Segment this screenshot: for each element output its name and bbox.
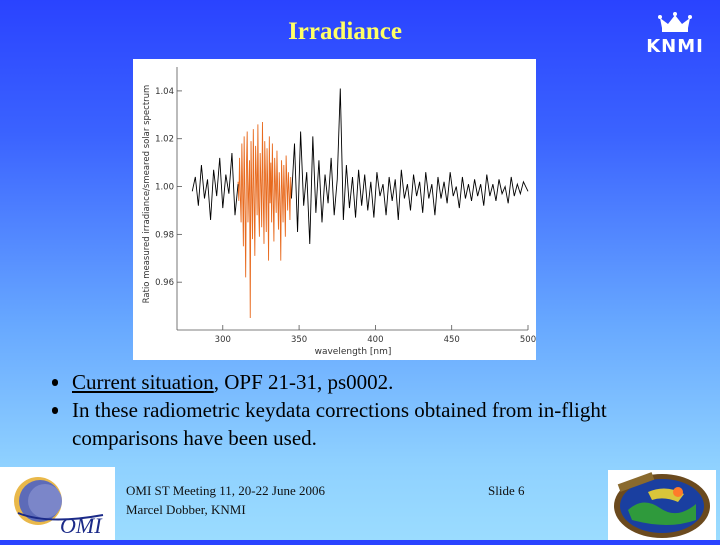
x-tick-label: 500 [520, 335, 536, 345]
eos-aura-emblem-icon [614, 472, 710, 538]
x-axis-label: wavelength [nm] [315, 347, 392, 357]
y-tick-label: 0.96 [155, 278, 174, 288]
bullet-item-2: In these radiometric keydata corrections… [50, 396, 710, 452]
footer-meeting-block: OMI ST Meeting 11, 20-22 June 2006 Marce… [126, 481, 325, 519]
omi-logo-panel: OMI [0, 467, 115, 540]
y-tick-label: 1.04 [155, 87, 174, 97]
y-axis-label: Ratio measured irradiance/smeared solar … [142, 85, 152, 304]
crown-icon [658, 12, 692, 32]
series-line-black-1 [191, 153, 239, 221]
eos-aura-logo [608, 470, 716, 540]
series-line-black-2 [291, 88, 529, 244]
x-tick-label: 400 [367, 335, 383, 345]
footer-author: Marcel Dobber, KNMI [126, 502, 246, 517]
slide-number: Slide 6 [488, 483, 525, 498]
y-tick-label: 1.00 [155, 183, 174, 193]
footer: OMI OMI ST Meeting 11, 20-22 June 2006 M… [0, 467, 720, 540]
bullet-icon [52, 379, 58, 386]
series-line-orange [237, 121, 292, 319]
x-tick-label: 450 [444, 335, 460, 345]
x-tick-label: 300 [215, 335, 231, 345]
bullet-1-text: , OPF 21-31, ps0002. [213, 370, 394, 394]
x-tick-label: 350 [291, 335, 307, 345]
bullet-2-text: In these radiometric keydata corrections… [72, 398, 607, 450]
bullet-item-1: Current situation, OPF 21-31, ps0002. [50, 368, 710, 396]
bullet-icon [52, 407, 58, 414]
bullet-1-link[interactable]: Current situation [72, 370, 214, 394]
footer-meeting: OMI ST Meeting 11, 20-22 June 2006 [126, 483, 325, 498]
irradiance-ratio-chart: 1.04 1.02 1.00 0.98 0.96 300 350 400 450 500 Rat… [133, 59, 536, 360]
bullet-list: Current situation, OPF 21-31, ps0002. In… [50, 368, 710, 452]
chart-svg: 1.04 1.02 1.00 0.98 0.96 300 350 400 450 500 Rat… [133, 59, 536, 360]
slide-title: Irradiance [288, 18, 402, 45]
knmi-logo-text: KNMI [646, 36, 704, 57]
knmi-logo: KNMI [646, 11, 704, 59]
y-tick-label: 0.98 [155, 230, 174, 240]
y-tick-label: 1.02 [155, 135, 174, 145]
omi-logo-icon: OMI [14, 477, 103, 537]
omi-logo-text: OMI [60, 513, 103, 537]
